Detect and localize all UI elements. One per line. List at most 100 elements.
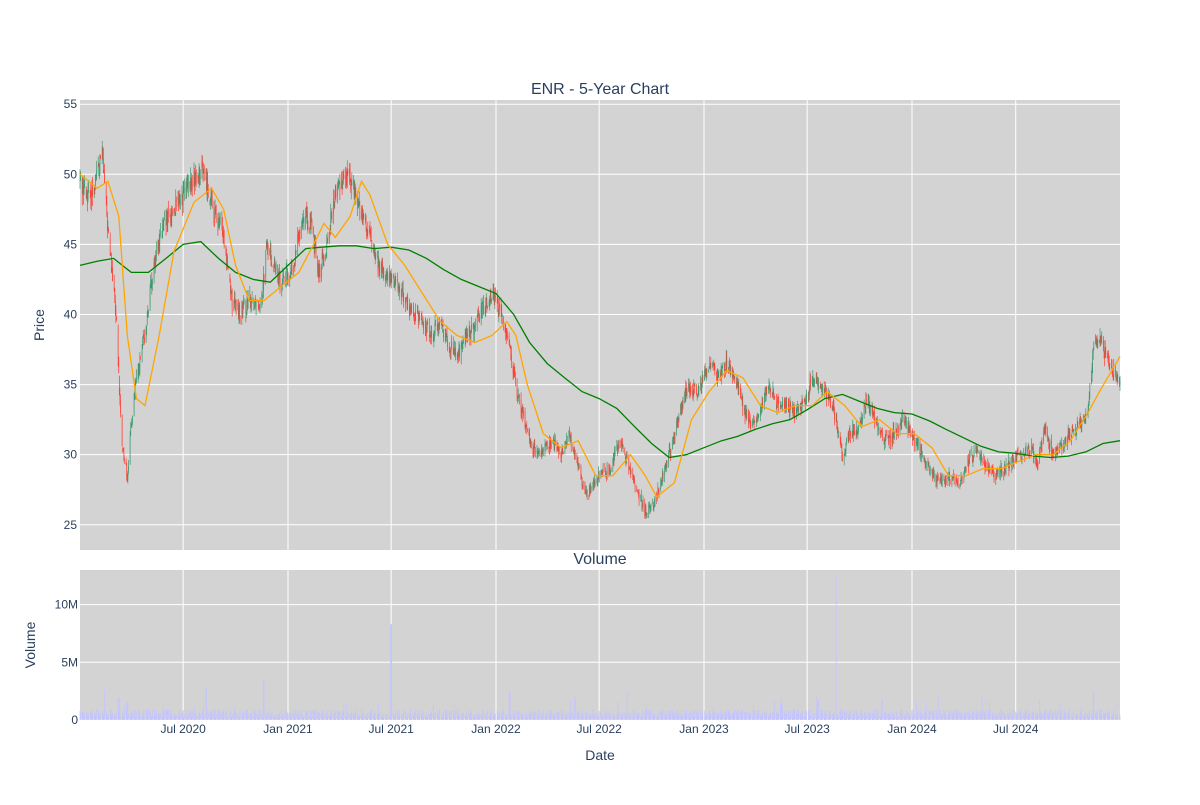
candle-body [786,403,787,406]
volume-bar [802,712,803,720]
candle-body [240,316,241,321]
candle-body [120,401,121,414]
candle-body [208,191,209,197]
candlestick [587,489,588,500]
candlestick [647,513,648,518]
candle-body [563,451,564,453]
candle-body [447,339,448,347]
candle-body [886,435,887,436]
candlestick [160,223,161,237]
candle-body [260,303,261,307]
candle-body [842,459,843,461]
volume-bar [870,714,871,720]
candle-body [427,322,428,324]
candle-body [778,401,779,406]
candle-body [128,466,129,472]
candle-body [324,255,325,259]
candlestick [260,297,261,313]
candle-body [994,472,995,480]
volume-bar [695,710,696,720]
candlestick [1046,422,1047,437]
candle-body [607,465,608,476]
candlestick [174,208,175,213]
candle-body [84,189,85,194]
candlestick [140,356,141,360]
candle-body [342,185,343,186]
candlestick [204,165,205,181]
volume-bar [619,713,620,720]
candle-body [946,477,947,483]
volume-bar [603,715,604,720]
candlestick [224,230,225,249]
volume-bar [754,710,755,720]
volume-bar [104,690,105,720]
candlestick [280,271,281,294]
candlestick [403,293,404,308]
candle-body [172,211,173,215]
candle-body [1093,342,1094,348]
candle-body [667,462,668,463]
candle-body [639,492,640,500]
candlestick [304,217,305,231]
candle-body [325,257,326,258]
candlestick [774,396,775,400]
candlestick [696,384,697,396]
candlestick [790,401,791,410]
candle-body [328,239,329,240]
candlestick [634,476,635,484]
volume-bar [280,713,281,720]
candlestick [545,439,546,456]
candlestick [906,417,907,429]
volume-bar [591,714,592,720]
candle-body [699,387,700,390]
candlestick [742,396,743,417]
candle-body [679,418,680,421]
candlestick [415,303,416,321]
volume-bar [651,711,652,720]
volume-bar [575,697,576,720]
volume-bar [459,716,460,720]
candle-body [651,505,652,506]
volume-bar [108,716,109,720]
candlestick [730,365,731,377]
volume-bar [168,709,169,720]
candlestick [623,444,624,452]
candlestick [340,174,341,200]
volume-bar [264,680,265,720]
volume-bar [679,714,680,720]
candlestick [571,433,572,452]
candle-body [407,301,408,308]
candle-body [143,338,144,344]
volume-bar [499,713,500,720]
volume-bar [120,717,121,720]
candlestick [902,409,903,422]
candlestick [146,326,147,335]
candle-body [1109,367,1110,368]
volume-bar [351,713,352,720]
candlestick [551,441,552,449]
candle-body [399,291,400,294]
volume-bar [798,710,799,720]
candlestick [296,250,297,255]
candle-body [581,467,582,475]
candlestick [148,309,149,317]
candle-body [575,453,576,459]
candle-body [595,481,596,484]
candle-body [313,227,314,232]
volume-bar [204,716,205,720]
candle-body [881,433,882,434]
candle-body [272,266,273,267]
volume-bar [722,712,723,720]
candle-body [244,302,245,303]
candle-body [499,304,500,309]
candlestick [474,322,475,343]
candlestick [1120,376,1121,391]
candle-body [232,296,233,308]
candlestick [854,424,855,435]
candle-body [583,481,584,487]
candlestick [802,399,803,405]
candlestick [918,436,919,450]
candle-body [419,321,420,323]
candle-body [383,271,384,276]
price-y-tick-label: 35 [64,378,78,392]
